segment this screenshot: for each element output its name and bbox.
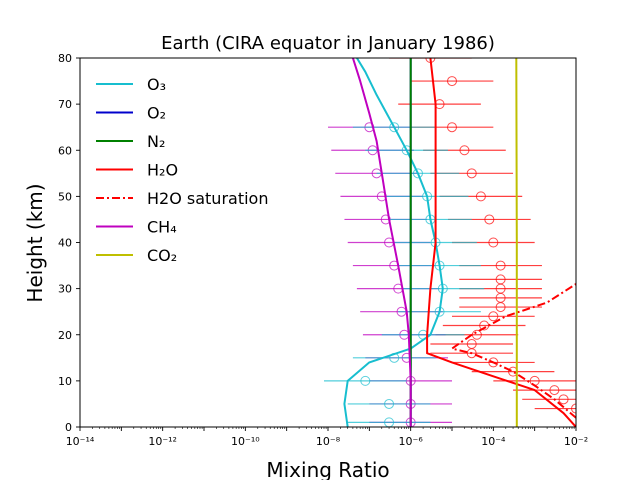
legend-label: H2O saturation [147, 189, 268, 208]
x-tick-label: 10⁻⁸ [316, 435, 341, 448]
x-tick-label: 10⁻¹² [148, 435, 177, 448]
series-line [515, 58, 518, 427]
x-tick-label: 10⁻⁴ [481, 435, 506, 448]
measurement-point [495, 260, 506, 271]
measurement-point [447, 76, 457, 87]
measurement-point [471, 329, 482, 340]
y-axis-title: Height (km) [23, 183, 47, 302]
x-tick-label: 10⁻⁶ [399, 435, 424, 448]
y-tick-label: 40 [58, 237, 72, 250]
legend-label: CH₄ [147, 218, 177, 237]
measurement-point [488, 311, 499, 322]
measurement-point [558, 394, 569, 405]
plot-area [323, 58, 576, 427]
x-axis: 10⁻¹⁴ 10⁻¹² 10⁻¹⁰ 10⁻⁸ 10⁻⁶ 10⁻⁴ 10⁻² [66, 427, 588, 448]
measurement-point [571, 403, 576, 414]
measurement-point [488, 357, 499, 368]
measurement-point [412, 168, 423, 179]
legend-label: O₂ [147, 104, 166, 123]
measurement-point [549, 385, 560, 396]
y-tick-label: 20 [58, 329, 72, 342]
y-axis: 0 10 20 30 40 50 60 70 80 [58, 52, 80, 434]
legend-label: N₂ [147, 132, 165, 151]
chart-title: Earth (CIRA equator in January 1986) [161, 33, 495, 54]
measurement-point [484, 214, 495, 225]
y-tick-label: 70 [58, 98, 72, 111]
x-axis-title: Mixing Ratio [266, 458, 389, 480]
measurement-point [459, 145, 470, 156]
series-line [343, 58, 444, 427]
y-tick-label: 60 [58, 144, 72, 157]
measurement-point [466, 338, 477, 349]
legend-label: CO₂ [147, 246, 177, 265]
measurement-point [475, 191, 486, 202]
x-tick-label: 10⁻¹⁰ [231, 435, 260, 448]
x-tick-label: 10⁻² [564, 435, 588, 448]
measurement-point [466, 168, 477, 179]
legend-label: H₂O [147, 161, 178, 180]
measurement-point [389, 122, 400, 133]
series-line [451, 283, 576, 419]
measurement-point [384, 398, 395, 409]
measurement-point [495, 274, 506, 285]
y-tick-label: 10 [58, 375, 72, 388]
series-line [351, 58, 412, 427]
measurement-point [360, 375, 371, 386]
series-line [426, 58, 576, 427]
legend-label: O₃ [147, 75, 166, 94]
y-tick-label: 30 [58, 283, 72, 296]
y-tick-label: 50 [58, 190, 72, 203]
measurement-point [447, 122, 457, 133]
legend: O₃ O₂ N₂ H₂O H2O saturation CH₄ CO₂ [96, 75, 268, 265]
y-tick-label: 0 [65, 421, 72, 434]
x-tick-label: 10⁻¹⁴ [66, 435, 95, 448]
measurement-point [488, 237, 499, 248]
y-tick-label: 80 [58, 52, 72, 65]
